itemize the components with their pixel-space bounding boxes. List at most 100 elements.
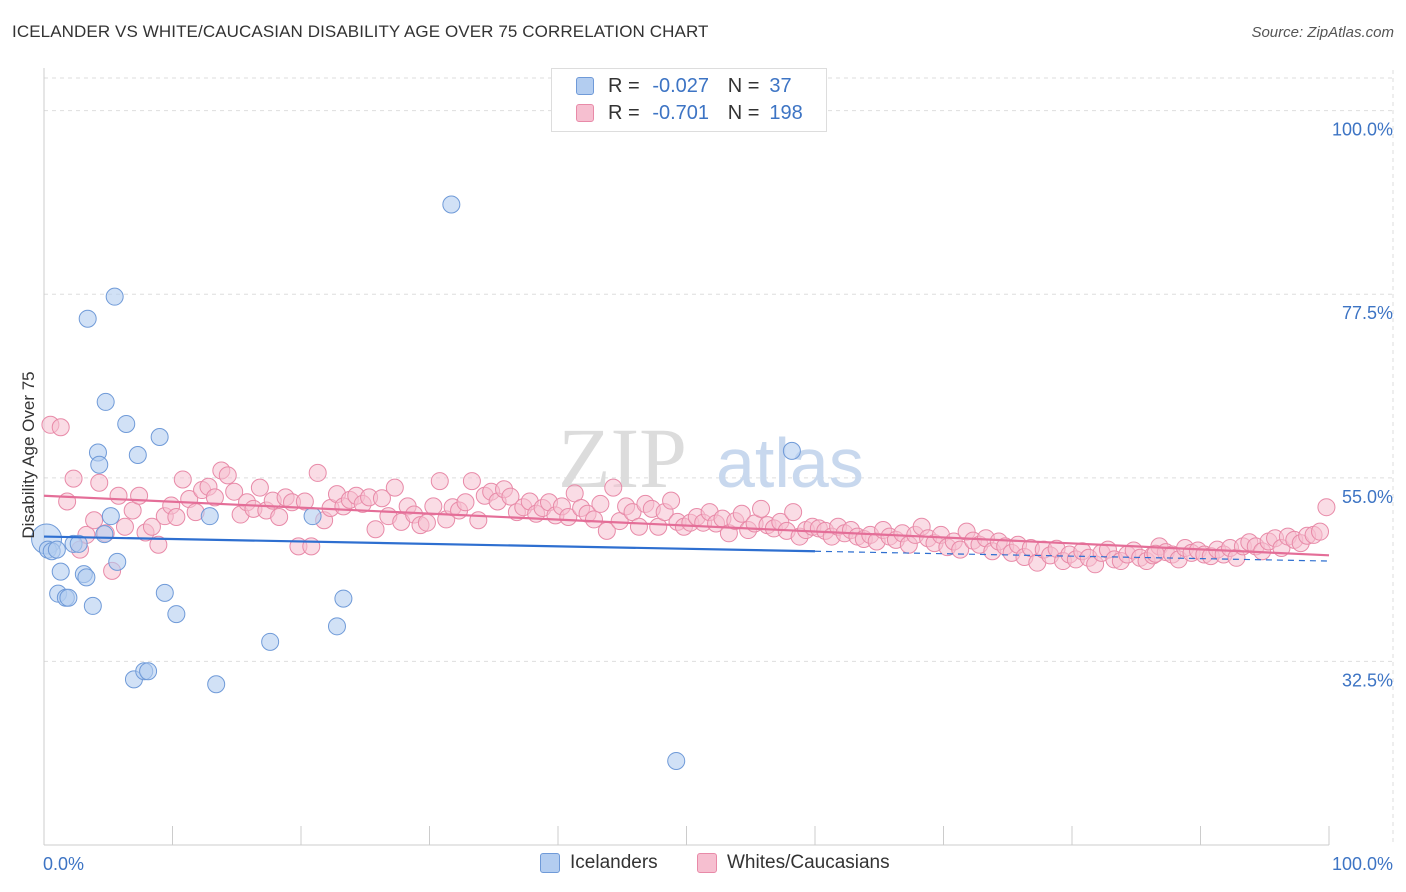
point-whites-caucasians [250, 478, 269, 497]
point-whites-caucasians [462, 472, 481, 491]
point-whites-caucasians [784, 503, 803, 522]
point-whites-caucasians [417, 513, 436, 532]
point-whites-caucasians [1317, 498, 1336, 517]
legend-label-whites: Whites/Caucasians [727, 852, 890, 873]
point-icelanders [77, 568, 96, 587]
point-whites-caucasians [302, 537, 321, 556]
point-whites-caucasians [469, 511, 488, 530]
point-icelanders [155, 583, 174, 602]
n-value: 198 [769, 101, 803, 124]
point-whites-caucasians [51, 418, 70, 437]
series-whites-caucasians [41, 415, 1336, 580]
y-tick-label: 100.0% [1332, 120, 1393, 140]
y-tick-label: 32.5% [1342, 670, 1393, 690]
point-icelanders [83, 596, 102, 615]
point-icelanders [47, 540, 66, 559]
r-value: -0.701 [652, 101, 710, 124]
legend-item-whites[interactable]: Whites/Caucasians [697, 852, 890, 874]
point-icelanders [128, 445, 147, 464]
point-icelanders [167, 605, 186, 624]
x-tick-label-min: 0.0% [43, 854, 84, 874]
point-whites-caucasians [629, 517, 648, 536]
point-icelanders [200, 507, 219, 526]
whites-legend-swatch [697, 853, 717, 873]
point-whites-caucasians [142, 517, 161, 536]
point-whites-caucasians [295, 492, 314, 511]
point-whites-caucasians [167, 507, 186, 526]
point-icelanders [69, 534, 88, 553]
legend-series: Icelanders Whites/Caucasians [0, 852, 1406, 878]
point-icelanders [51, 562, 70, 581]
point-whites-caucasians [366, 520, 385, 539]
point-icelanders [667, 751, 686, 770]
legend-stats: R = -0.027 N = 37 R = -0.701 N = 198 [551, 68, 827, 132]
icelanders-legend-swatch [540, 853, 560, 873]
point-icelanders [261, 632, 280, 651]
point-whites-caucasians [149, 535, 168, 554]
r-value: -0.027 [652, 74, 710, 97]
legend-row-whites: R = -0.701 N = 198 [576, 101, 803, 125]
point-icelanders [78, 309, 97, 328]
point-whites-caucasians [456, 493, 475, 512]
point-icelanders [303, 507, 322, 526]
whites-swatch [576, 104, 594, 122]
point-icelanders [96, 392, 115, 411]
point-whites-caucasians [109, 486, 128, 505]
legend-item-icelanders[interactable]: Icelanders [540, 852, 658, 874]
point-whites-caucasians [430, 472, 449, 491]
point-whites-caucasians [584, 510, 603, 529]
point-whites-caucasians [662, 491, 681, 510]
point-icelanders [117, 414, 136, 433]
point-icelanders [108, 552, 127, 571]
point-icelanders [105, 287, 124, 306]
point-whites-caucasians [752, 499, 771, 518]
point-whites-caucasians [270, 507, 289, 526]
r-label: R = [608, 74, 640, 97]
x-tick-label-max: 100.0% [1332, 854, 1393, 874]
point-icelanders [95, 525, 114, 544]
point-whites-caucasians [951, 540, 970, 559]
legend-row-icelanders: R = -0.027 N = 37 [576, 74, 792, 98]
point-whites-caucasians [130, 486, 149, 505]
point-whites-caucasians [308, 463, 327, 482]
trend-line-icelanders-extension [814, 550, 1330, 562]
point-icelanders [150, 428, 169, 447]
n-value: 37 [769, 74, 792, 97]
y-axis-label: Disability Age Over 75 [19, 371, 38, 538]
point-icelanders [442, 195, 461, 214]
point-whites-caucasians [501, 487, 520, 506]
point-icelanders [334, 589, 353, 608]
chart-title: ICELANDER VS WHITE/CAUCASIAN DISABILITY … [12, 22, 709, 41]
trend-line-whites-caucasians [43, 494, 1330, 557]
point-icelanders [101, 507, 120, 526]
point-whites-caucasians [604, 478, 623, 497]
r-label: R = [608, 101, 640, 124]
point-icelanders [90, 455, 109, 474]
point-whites-caucasians [1311, 522, 1330, 541]
n-label: N = [727, 101, 760, 124]
point-icelanders [782, 441, 801, 460]
point-whites-caucasians [218, 466, 237, 485]
point-whites-caucasians [173, 470, 192, 489]
point-whites-caucasians [85, 511, 104, 530]
point-whites-caucasians [115, 517, 134, 536]
point-icelanders [327, 617, 346, 636]
y-tick-label: 77.5% [1342, 303, 1393, 323]
point-icelanders [207, 675, 226, 694]
point-icelanders [139, 662, 158, 681]
point-whites-caucasians [424, 497, 443, 516]
icelanders-swatch [576, 77, 594, 95]
point-whites-caucasians [372, 489, 391, 508]
point-whites-caucasians [385, 478, 404, 497]
source-label: Source: ZipAtlas.com [1251, 24, 1394, 41]
point-whites-caucasians [205, 488, 224, 507]
axis-layer [43, 68, 1330, 846]
n-label: N = [727, 74, 760, 97]
watermark: ZIP atlas [558, 410, 864, 506]
series-icelanders [31, 195, 801, 770]
tick-labels: 32.5% 55.0% 77.5% 100.0% 0.0% 100.0% [43, 120, 1393, 874]
trend-lines [43, 494, 1330, 562]
watermark-atlas: atlas [716, 424, 864, 502]
point-whites-caucasians [64, 469, 83, 488]
